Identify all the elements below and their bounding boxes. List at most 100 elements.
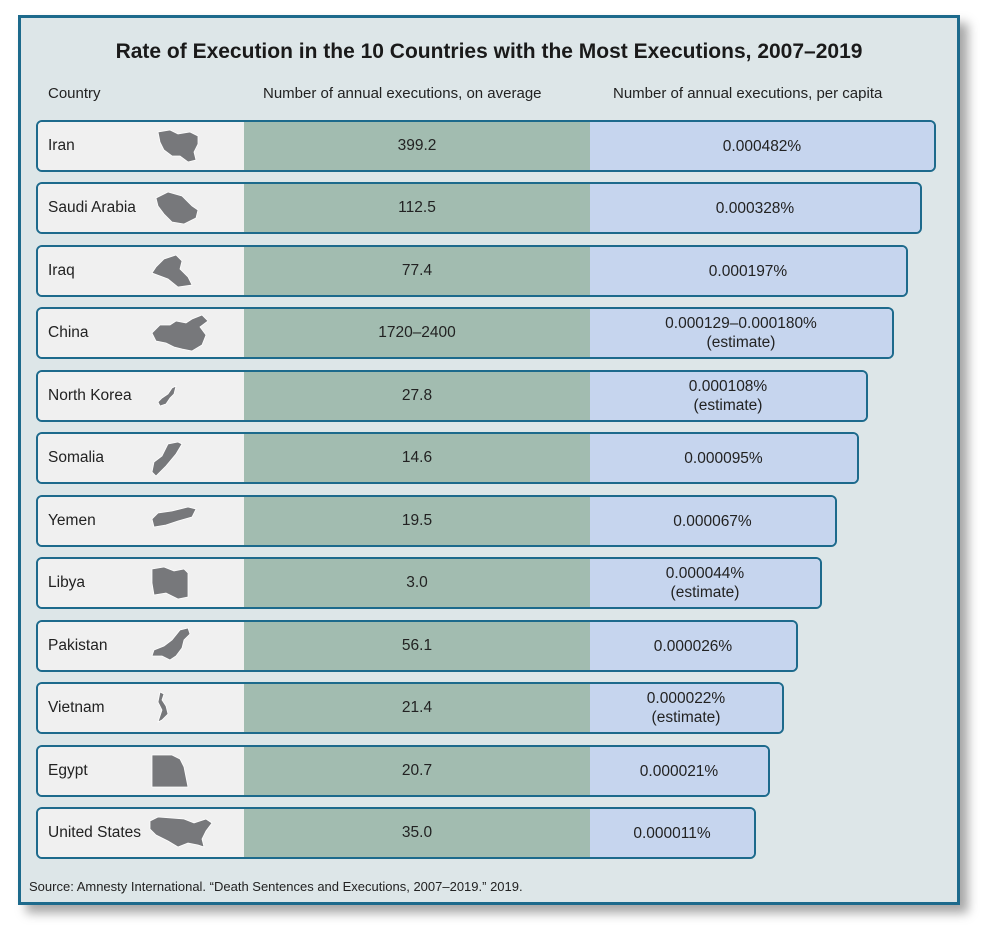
yemen-map-icon bbox=[151, 506, 197, 528]
table-row: Libya 3.0 0.000044% (estimate) bbox=[36, 557, 822, 609]
per-capita-value: 0.000022% (estimate) bbox=[646, 690, 726, 726]
country-cell: Vietnam bbox=[38, 684, 244, 732]
chart-panel: Rate of Execution in the 10 Countries wi… bbox=[18, 15, 960, 905]
per-capita-cell: 0.000129–0.000180% (estimate) bbox=[590, 309, 892, 357]
per-capita-cell: 0.000021% bbox=[590, 747, 768, 795]
average-cell: 399.2 bbox=[244, 122, 590, 170]
table-row: Saudi Arabia 112.5 0.000328% bbox=[36, 182, 922, 234]
per-capita-value: 0.000026% bbox=[653, 637, 733, 655]
country-cell: Egypt bbox=[38, 747, 244, 795]
average-value: 112.5 bbox=[398, 199, 436, 216]
country-shape bbox=[149, 816, 213, 848]
column-header-average: Number of annual executions, on average bbox=[263, 85, 542, 102]
average-cell: 21.4 bbox=[244, 684, 590, 732]
north-korea-map-icon bbox=[157, 385, 177, 407]
country-shape bbox=[157, 385, 177, 407]
country-name: China bbox=[48, 324, 89, 341]
country-cell: Somalia bbox=[38, 434, 244, 482]
country-name: Iraq bbox=[48, 262, 75, 279]
country-shape bbox=[151, 627, 191, 661]
per-capita-cell: 0.000044% (estimate) bbox=[590, 559, 820, 607]
per-capita-value: 0.000067% bbox=[673, 512, 752, 530]
per-capita-value: 0.000044% (estimate) bbox=[665, 565, 745, 601]
average-value: 1720–2400 bbox=[378, 324, 456, 341]
united-states-map-icon bbox=[149, 816, 213, 848]
table-row: Yemen 19.5 0.000067% bbox=[36, 495, 837, 547]
average-value: 399.2 bbox=[397, 137, 437, 154]
country-name: Libya bbox=[48, 574, 86, 591]
per-capita-value: 0.000108% (estimate) bbox=[688, 378, 768, 414]
average-value: 3.0 bbox=[406, 574, 428, 591]
country-cell: Iran bbox=[38, 122, 244, 170]
per-capita-cell: 0.000482% bbox=[590, 122, 934, 170]
table-row: North Korea 27.8 0.000108% (estimate) bbox=[36, 370, 868, 422]
per-capita-cell: 0.000011% bbox=[590, 809, 754, 857]
egypt-map-icon bbox=[151, 754, 189, 788]
per-capita-cell: 0.000026% bbox=[590, 622, 796, 670]
average-cell: 112.5 bbox=[244, 184, 590, 232]
per-capita-cell: 0.000328% bbox=[590, 184, 920, 232]
country-cell: Libya bbox=[38, 559, 244, 607]
per-capita-cell: 0.000197% bbox=[590, 247, 906, 295]
table-row: Iran 399.2 0.000482% bbox=[36, 120, 936, 172]
per-capita-cell: 0.000022% (estimate) bbox=[590, 684, 782, 732]
average-cell: 1720–2400 bbox=[244, 309, 590, 357]
country-name: Saudi Arabia bbox=[48, 199, 136, 216]
table-row: China 1720–2400 0.000129–0.000180% (estima… bbox=[36, 307, 894, 359]
average-value: 77.4 bbox=[401, 262, 433, 279]
table-row: Vietnam 21.4 0.000022% (estimate) bbox=[36, 682, 784, 734]
country-shape bbox=[151, 506, 197, 528]
country-name: Yemen bbox=[48, 512, 96, 529]
per-capita-cell: 0.000108% (estimate) bbox=[590, 372, 866, 420]
column-header-per-capita: Number of annual executions, per capita bbox=[613, 85, 883, 102]
average-value: 21.4 bbox=[401, 699, 433, 716]
average-value: 56.1 bbox=[401, 637, 433, 654]
table-row: Pakistan 56.1 0.000026% bbox=[36, 620, 798, 672]
country-name: Vietnam bbox=[48, 699, 105, 716]
country-name: Somalia bbox=[48, 449, 104, 466]
table-row: Somalia 14.6 0.000095% bbox=[36, 432, 859, 484]
country-name: Egypt bbox=[48, 762, 88, 779]
average-cell: 20.7 bbox=[244, 747, 590, 795]
china-map-icon bbox=[151, 314, 209, 352]
country-cell: Iraq bbox=[38, 247, 244, 295]
average-value: 20.7 bbox=[401, 762, 433, 779]
country-cell: North Korea bbox=[38, 372, 244, 420]
country-cell: Yemen bbox=[38, 497, 244, 545]
per-capita-value: 0.000129–0.000180% (estimate) bbox=[665, 315, 817, 351]
country-shape bbox=[157, 129, 199, 163]
column-header-country: Country bbox=[48, 85, 101, 102]
iraq-map-icon bbox=[151, 254, 193, 288]
average-cell: 14.6 bbox=[244, 434, 590, 482]
country-cell: Saudi Arabia bbox=[38, 184, 244, 232]
country-shape bbox=[151, 441, 183, 477]
country-cell: United States bbox=[38, 809, 244, 857]
average-cell: 77.4 bbox=[244, 247, 590, 295]
table-row: Egypt 20.7 0.000021% bbox=[36, 745, 770, 797]
average-cell: 19.5 bbox=[244, 497, 590, 545]
table-row: United States 35.0 0.000011% bbox=[36, 807, 756, 859]
per-capita-value: 0.000021% bbox=[639, 762, 719, 780]
iran-map-icon bbox=[157, 129, 199, 163]
country-shape bbox=[151, 566, 189, 600]
country-name: Pakistan bbox=[48, 637, 108, 654]
average-cell: 3.0 bbox=[244, 559, 590, 607]
libya-map-icon bbox=[151, 566, 189, 600]
average-cell: 27.8 bbox=[244, 372, 590, 420]
country-name: United States bbox=[48, 824, 142, 841]
country-cell: Pakistan bbox=[38, 622, 244, 670]
source-note: Source: Amnesty International. “Death Se… bbox=[29, 879, 523, 894]
per-capita-value: 0.000328% bbox=[715, 199, 795, 217]
country-name: North Korea bbox=[48, 387, 132, 404]
per-capita-value: 0.000197% bbox=[708, 262, 788, 280]
per-capita-cell: 0.000095% bbox=[590, 434, 857, 482]
table-row: Iraq 77.4 0.000197% bbox=[36, 245, 908, 297]
somalia-map-icon bbox=[151, 441, 183, 477]
average-value: 27.8 bbox=[401, 387, 433, 404]
per-capita-value: 0.000011% bbox=[633, 824, 711, 842]
per-capita-value: 0.000482% bbox=[722, 137, 802, 155]
per-capita-value: 0.000095% bbox=[684, 449, 763, 467]
chart-title: Rate of Execution in the 10 Countries wi… bbox=[115, 40, 863, 63]
per-capita-cell: 0.000067% bbox=[590, 497, 835, 545]
country-name: Iran bbox=[48, 137, 75, 154]
